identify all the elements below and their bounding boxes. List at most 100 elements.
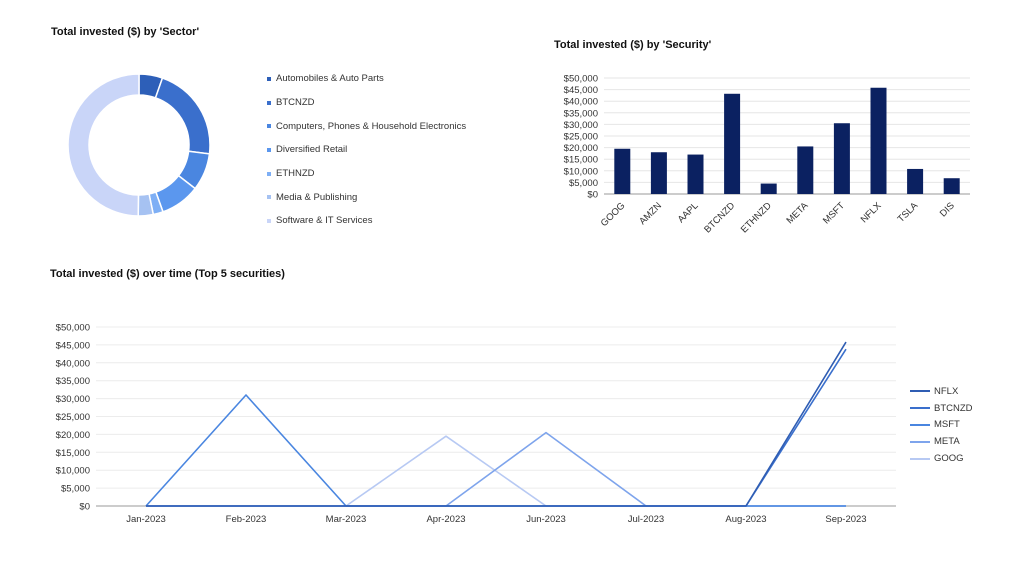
bar-aapl[interactable] xyxy=(687,154,704,194)
legend-item-automobiles-auto-parts[interactable]: Automobiles & Auto Parts xyxy=(267,67,466,91)
bar-dis[interactable] xyxy=(943,178,960,194)
security-chart-title: Total invested ($) by 'Security' xyxy=(554,39,712,51)
legend-swatch xyxy=(267,218,271,223)
legend-line-swatch xyxy=(910,423,930,426)
legend-swatch xyxy=(267,100,271,105)
bar-y-tick-label: $5,000 xyxy=(569,178,598,189)
legend-item-diversified-retail[interactable]: Diversified Retail xyxy=(267,138,466,162)
legend-item-btcnzd[interactable]: BTCNZD xyxy=(910,400,973,417)
line-y-tick-label: $10,000 xyxy=(56,466,90,477)
bar-nflx[interactable] xyxy=(870,87,887,194)
line-y-tick-label: $20,000 xyxy=(56,430,90,441)
bar-tsla[interactable] xyxy=(907,168,924,194)
legend-label: Computers, Phones & Household Electronic… xyxy=(276,120,467,132)
legend-label: BTCNZD xyxy=(276,97,315,109)
legend-item-ethnzd[interactable]: ETHNZD xyxy=(267,162,466,186)
bar-x-tick-label: TSLA xyxy=(896,200,921,225)
series-line-msft[interactable] xyxy=(145,394,846,507)
line-x-tick-label: Aug-2023 xyxy=(725,514,766,525)
sector-chart-title: Total invested ($) by 'Sector' xyxy=(51,26,200,38)
bar-x-tick-label: BTCNZD xyxy=(702,200,737,235)
legend-label: META xyxy=(934,436,960,448)
legend-label: BTCNZD xyxy=(934,402,973,414)
legend-label: Media & Publishing xyxy=(276,191,358,203)
bar-ethnzd[interactable] xyxy=(760,183,777,194)
line-y-tick-label: $45,000 xyxy=(56,340,90,351)
legend-label: Automobiles & Auto Parts xyxy=(276,73,384,85)
bar-y-tick-label: $35,000 xyxy=(564,108,598,119)
donut-slice-software-it-services[interactable] xyxy=(67,73,140,217)
bar-x-tick-label: AAPL xyxy=(676,200,701,225)
bar-x-tick-label: NFLX xyxy=(859,200,884,225)
bar-y-tick-label: $50,000 xyxy=(564,74,598,85)
time-chart-title: Total invested ($) over time (Top 5 secu… xyxy=(50,268,285,280)
line-y-tick-label: $30,000 xyxy=(56,394,90,405)
bar-x-tick-label: MSFT xyxy=(821,200,847,226)
legend-label: Software & IT Services xyxy=(276,215,373,227)
line-x-tick-label: Sep-2023 xyxy=(825,514,866,525)
security-bar-chart[interactable]: $0$5,000$10,000$15,000$20,000$25,000$30,… xyxy=(548,64,988,244)
bar-y-tick-label: $30,000 xyxy=(564,120,598,131)
line-y-tick-label: $25,000 xyxy=(56,412,90,423)
bar-y-tick-label: $20,000 xyxy=(564,143,598,154)
line-y-tick-label: $0 xyxy=(79,502,90,513)
legend-label: MSFT xyxy=(934,419,960,431)
legend-swatch xyxy=(267,195,271,200)
series-line-nflx[interactable] xyxy=(146,341,847,507)
line-y-tick-label: $50,000 xyxy=(56,323,90,334)
bar-y-tick-label: $45,000 xyxy=(564,85,598,96)
line-y-tick-label: $15,000 xyxy=(56,448,90,459)
line-x-tick-label: Feb-2023 xyxy=(226,514,267,525)
donut-slice-btcnzd[interactable] xyxy=(154,77,211,155)
bar-y-tick-label: $25,000 xyxy=(564,132,598,143)
line-x-tick-label: Jul-2023 xyxy=(628,514,664,525)
legend-label: NFLX xyxy=(934,385,959,397)
line-y-tick-label: $35,000 xyxy=(56,376,90,387)
line-x-tick-label: Mar-2023 xyxy=(326,514,367,525)
bar-msft[interactable] xyxy=(833,123,850,194)
legend-item-btcnzd[interactable]: BTCNZD xyxy=(267,91,466,115)
time-line-chart[interactable]: $0 $5,000 $10,000 $15,000 $20,000 $25,000 $30,… xyxy=(40,315,900,535)
series-line-btcnzd[interactable] xyxy=(146,348,847,507)
bar-x-tick-label: DIS xyxy=(938,200,957,219)
legend-item-computers-phones-household-electronics[interactable]: Computers, Phones & Household Electronic… xyxy=(267,114,466,138)
legend-swatch xyxy=(267,76,271,81)
bar-x-tick-label: GOOG xyxy=(599,200,628,229)
legend-label: GOOG xyxy=(934,453,964,465)
bar-x-tick-label: AMZN xyxy=(637,200,664,227)
legend-label: Diversified Retail xyxy=(276,144,348,156)
bar-goog[interactable] xyxy=(614,148,631,194)
sector-donut-chart[interactable] xyxy=(40,55,240,235)
line-x-tick-label: Jun-2023 xyxy=(526,514,566,525)
legend-item-meta[interactable]: META xyxy=(910,433,973,450)
bar-meta[interactable] xyxy=(797,146,814,194)
bar-amzn[interactable] xyxy=(650,152,667,194)
bar-y-tick-label: $40,000 xyxy=(564,97,598,108)
series-line-meta[interactable] xyxy=(146,431,846,507)
line-x-tick-label: Jan-2023 xyxy=(126,514,166,525)
sector-legend: Automobiles & Auto Parts BTCNZD Computers,… xyxy=(267,67,466,233)
time-legend: NFLX BTCNZD MSFT META GOOG xyxy=(910,383,973,467)
legend-item-nflx[interactable]: NFLX xyxy=(910,383,973,400)
legend-line-swatch xyxy=(910,457,930,460)
line-y-tick-label: $40,000 xyxy=(56,358,90,369)
bar-btcnzd[interactable] xyxy=(724,93,741,194)
series-line-goog[interactable] xyxy=(146,435,846,507)
line-x-tick-label: Apr-2023 xyxy=(426,514,465,525)
bar-y-tick-label: $0 xyxy=(587,190,598,201)
legend-line-swatch xyxy=(910,407,930,410)
line-y-tick-label: $5,000 xyxy=(61,484,90,495)
legend-item-software-it-services[interactable]: Software & IT Services xyxy=(267,209,466,233)
bar-x-tick-label: META xyxy=(784,200,810,226)
bar-y-tick-label: $10,000 xyxy=(564,166,598,177)
legend-swatch xyxy=(267,124,271,129)
legend-item-msft[interactable]: MSFT xyxy=(910,417,973,434)
bar-y-tick-label: $15,000 xyxy=(564,155,598,166)
legend-label: ETHNZD xyxy=(276,168,315,180)
legend-swatch xyxy=(267,171,271,176)
legend-swatch xyxy=(267,147,271,152)
legend-item-media-publishing[interactable]: Media & Publishing xyxy=(267,185,466,209)
legend-item-goog[interactable]: GOOG xyxy=(910,450,973,467)
legend-line-swatch xyxy=(910,440,930,443)
bar-x-tick-label: ETHNZD xyxy=(739,200,774,235)
